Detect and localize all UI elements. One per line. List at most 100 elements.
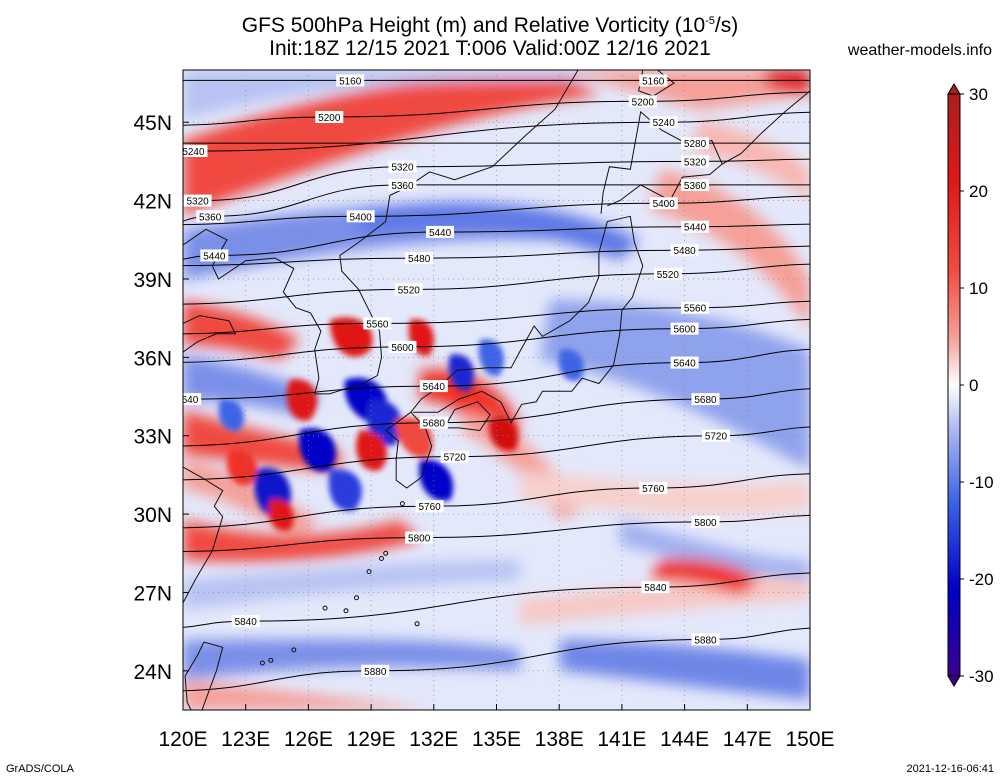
contour-label-bg — [681, 301, 710, 314]
contour-label: 5240 — [182, 147, 205, 158]
contour-label: 5840 — [235, 617, 258, 628]
japan-honshu — [410, 215, 644, 424]
small-island — [259, 660, 265, 666]
japan-kyushu — [384, 411, 433, 489]
contour-label-bg — [346, 210, 375, 223]
contour-label-bg — [419, 416, 448, 429]
lon-tick-label: 123E — [221, 728, 270, 751]
colorbar-label: 20 — [969, 182, 988, 201]
colorbar-label: -30 — [969, 667, 994, 686]
colorbar-label: 10 — [969, 279, 988, 298]
contour-label-bg — [405, 531, 434, 544]
chart-title-line2: Init:18Z 12/15 2021 T:006 Valid:00Z 12/1… — [269, 37, 711, 60]
lon-tick-label: 126E — [284, 728, 333, 751]
kuril — [721, 90, 810, 165]
contour-label: 5760 — [642, 484, 665, 495]
contour-label: 5800 — [408, 534, 431, 545]
russia-coast — [406, 70, 579, 189]
contour-label-bg — [394, 283, 423, 296]
contour-line — [183, 426, 810, 481]
contour-label-bg — [649, 197, 678, 210]
lon-tick-label: 135E — [472, 728, 521, 751]
small-island — [268, 657, 274, 663]
contour-line — [183, 300, 810, 335]
contour-label-bg — [670, 356, 699, 369]
height-contours: 5160 5160 5200 5200 5240 5240 5280 5320 5320 5320… — [176, 74, 810, 692]
contour-label-bg — [196, 210, 225, 223]
colorbar-label: 30 — [969, 85, 988, 104]
contour-label-bg — [388, 178, 417, 191]
lon-tick-label: 120E — [158, 728, 207, 751]
axis-tick-labels: 120E 123E 126E 129E 132E 135E 138E 141E 144E 147E… — [133, 112, 834, 751]
china-coast — [183, 228, 276, 280]
lon-tick-label: 141E — [597, 728, 646, 751]
colorbar-top-arrow — [947, 83, 961, 95]
lon-tick-label: 129E — [347, 728, 396, 751]
contour-label: 5600 — [673, 325, 696, 336]
small-island — [354, 595, 359, 601]
contour-label-bg — [681, 137, 710, 150]
small-island — [399, 501, 405, 507]
contour-label-bg — [419, 380, 448, 393]
contour-label-bg — [426, 225, 455, 238]
lat-tick-label: 45N — [133, 112, 172, 135]
small-island — [366, 569, 372, 575]
contour-label-bg — [405, 252, 434, 265]
contour-line — [183, 245, 810, 267]
title-prefix: GFS 500hPa Height (m) and Relative Vorti… — [241, 14, 706, 37]
contour-line — [183, 514, 810, 553]
contour-label-bg — [183, 194, 212, 207]
colorbar-bottom-arrow — [947, 675, 961, 687]
contour-label-bg — [641, 581, 670, 594]
contour-label: 5240 — [653, 118, 676, 129]
contour-label: 5160 — [339, 76, 362, 87]
contour-label-bg — [200, 249, 229, 262]
contour-label-bg — [388, 160, 417, 173]
contour-label-bg — [363, 317, 392, 330]
contour-line — [183, 91, 810, 126]
contour-label: 5880 — [694, 635, 717, 646]
contour-label: 5600 — [391, 343, 414, 354]
contour-label: 5520 — [398, 285, 421, 296]
lat-tick-label: 39N — [133, 269, 172, 292]
contour-label: 5280 — [684, 139, 707, 150]
contour-label-bg — [691, 393, 720, 406]
contour-label-bg — [649, 116, 678, 129]
colorbar-label: -20 — [969, 570, 994, 589]
contour-label-bg — [670, 244, 699, 257]
contour-label: 5760 — [418, 502, 441, 513]
small-island — [291, 647, 297, 653]
contour-label: 5320 — [684, 157, 707, 168]
contour-line — [183, 473, 810, 529]
contour-label: 5480 — [408, 254, 431, 265]
lat-tick-label: 42N — [133, 191, 172, 214]
contour-line — [183, 572, 810, 628]
contour-label: 5160 — [642, 76, 665, 87]
contour-label: 5640 — [423, 382, 446, 393]
lat-tick-label: 24N — [133, 661, 172, 684]
footer-timestamp: 2021-12-16-06:41 — [906, 763, 994, 775]
korea-coast — [310, 187, 407, 395]
contour-label-bg — [691, 633, 720, 646]
contour-label: 5680 — [694, 395, 717, 406]
contour-line — [183, 388, 810, 447]
chart-title-line1: GFS 500hPa Height (m) and Relative Vorti… — [0, 8, 990, 39]
contour-label-bg — [681, 220, 710, 233]
contour-label-bg — [415, 500, 444, 513]
contour-label-bg — [440, 450, 469, 463]
plot-border — [182, 69, 811, 711]
contour-label: 5640 — [176, 395, 199, 406]
contour-label-bg — [639, 481, 668, 494]
contour-label: 5680 — [423, 419, 446, 430]
contour-label-bg — [361, 664, 390, 677]
contour-label: 5520 — [657, 270, 680, 281]
lat-tick-label: 33N — [133, 426, 172, 449]
contour-label: 5200 — [632, 97, 655, 108]
contour-label: 5560 — [366, 319, 389, 330]
contour-label: 5400 — [653, 199, 676, 210]
title-exponent: -5 — [705, 15, 715, 27]
small-island — [343, 608, 349, 614]
contour-label-bg — [231, 615, 260, 628]
colorbar-scale — [947, 93, 961, 677]
